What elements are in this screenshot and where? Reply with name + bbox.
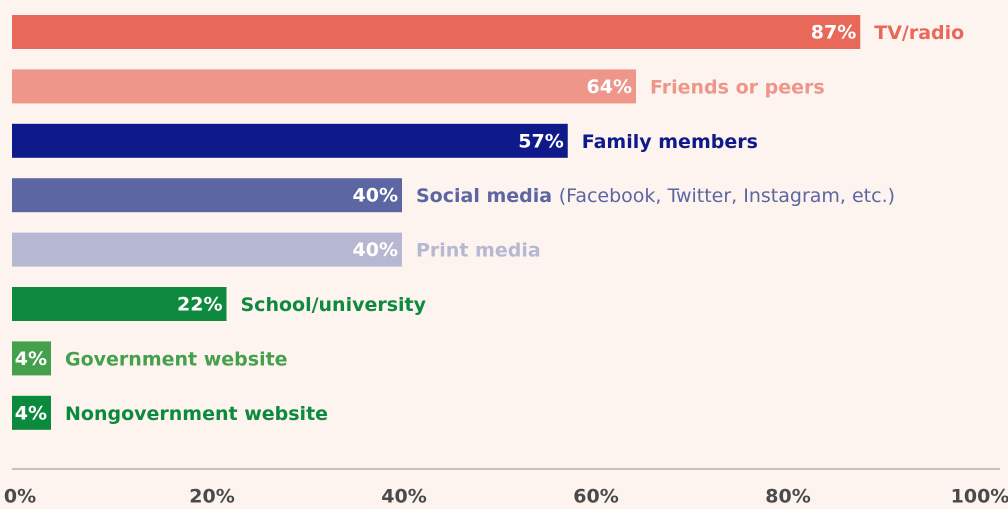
x-tick-label: 60% (573, 486, 618, 508)
value-label: 4% (15, 348, 47, 370)
category-label: Print media (416, 239, 541, 261)
value-label: 64% (587, 76, 632, 98)
category-detail: (Facebook, Twitter, Instagram, etc.) (559, 185, 895, 207)
value-label: 87% (811, 22, 856, 44)
category-label: Social media (Facebook, Twitter, Instagr… (416, 185, 895, 207)
x-tick-label: 40% (381, 486, 426, 508)
bar (12, 15, 861, 49)
category-label: Friends or peers (650, 76, 825, 98)
value-label: 22% (177, 294, 222, 316)
category-name: Nongovernment website (65, 402, 328, 424)
category-name: School/university (241, 294, 427, 316)
bar (12, 178, 402, 213)
x-tick-label: 20% (189, 486, 234, 508)
category-label: Nongovernment website (65, 402, 328, 424)
category-label: School/university (241, 294, 427, 316)
category-name: TV/radio (874, 22, 964, 44)
x-tick-label: 100% (951, 486, 1008, 508)
value-label: 40% (353, 239, 398, 261)
bar (12, 287, 227, 321)
category-label: Family members (582, 130, 758, 152)
category-label: TV/radio (874, 22, 964, 44)
bar (12, 395, 51, 430)
category-name: Family members (582, 130, 758, 152)
bar (12, 69, 636, 104)
x-tick-label: 0% (4, 486, 36, 508)
category-name: Friends or peers (650, 76, 825, 98)
bar (12, 123, 568, 158)
category-name: Government website (65, 348, 288, 370)
bar (12, 232, 402, 267)
category-name: Print media (416, 239, 541, 261)
value-label: 4% (15, 402, 47, 424)
bar (12, 341, 51, 376)
value-label: 57% (518, 130, 563, 152)
category-name: Social media (416, 185, 552, 207)
category-label: Government website (65, 348, 288, 370)
x-tick-label: 80% (765, 486, 810, 508)
value-label: 40% (353, 185, 398, 207)
